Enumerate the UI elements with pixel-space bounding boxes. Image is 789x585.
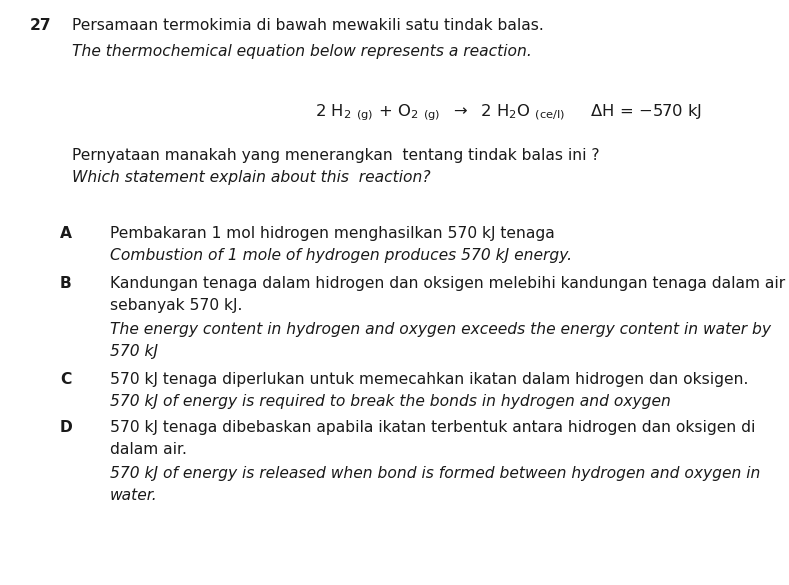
Text: D: D bbox=[60, 420, 73, 435]
Text: C: C bbox=[60, 372, 71, 387]
Text: A: A bbox=[60, 226, 72, 241]
Text: Pernyataan manakah yang menerangkan  tentang tindak balas ini ?: Pernyataan manakah yang menerangkan tent… bbox=[72, 148, 600, 163]
Text: Persamaan termokimia di bawah mewakili satu tindak balas.: Persamaan termokimia di bawah mewakili s… bbox=[72, 18, 544, 33]
Text: 570 kJ of energy is released when bond is formed between hydrogen and oxygen in: 570 kJ of energy is released when bond i… bbox=[110, 466, 761, 481]
Text: The energy content in hydrogen and oxygen exceeds the energy content in water by: The energy content in hydrogen and oxyge… bbox=[110, 322, 771, 337]
Text: Which statement explain about this  reaction?: Which statement explain about this react… bbox=[72, 170, 431, 185]
Text: Pembakaran 1 mol hidrogen menghasilkan 570 kJ tenaga: Pembakaran 1 mol hidrogen menghasilkan 5… bbox=[110, 226, 555, 241]
Text: 570 kJ tenaga dibebaskan apabila ikatan terbentuk antara hidrogen dan oksigen di: 570 kJ tenaga dibebaskan apabila ikatan … bbox=[110, 420, 755, 435]
Text: 27: 27 bbox=[30, 18, 51, 33]
Text: The thermochemical equation below represents a reaction.: The thermochemical equation below repres… bbox=[72, 44, 532, 59]
Text: dalam air.: dalam air. bbox=[110, 442, 187, 457]
Text: sebanyak 570 kJ.: sebanyak 570 kJ. bbox=[110, 298, 242, 313]
Text: 570 kJ tenaga diperlukan untuk memecahkan ikatan dalam hidrogen dan oksigen.: 570 kJ tenaga diperlukan untuk memecahka… bbox=[110, 372, 749, 387]
Text: B: B bbox=[60, 276, 72, 291]
Text: 2 H$_2$ $\mathregular{_{(g)}}$ + O$_2$ $\mathregular{_{(g)}}$  $\rightarrow$  2 : 2 H$_2$ $\mathregular{_{(g)}}$ + O$_2$ $… bbox=[315, 102, 702, 123]
Text: Combustion of 1 mole of hydrogen produces 570 kJ energy.: Combustion of 1 mole of hydrogen produce… bbox=[110, 248, 572, 263]
Text: 570 kJ of energy is required to break the bonds in hydrogen and oxygen: 570 kJ of energy is required to break th… bbox=[110, 394, 671, 409]
Text: water.: water. bbox=[110, 488, 158, 503]
Text: 570 kJ: 570 kJ bbox=[110, 344, 158, 359]
Text: Kandungan tenaga dalam hidrogen dan oksigen melebihi kandungan tenaga dalam air: Kandungan tenaga dalam hidrogen dan oksi… bbox=[110, 276, 785, 291]
